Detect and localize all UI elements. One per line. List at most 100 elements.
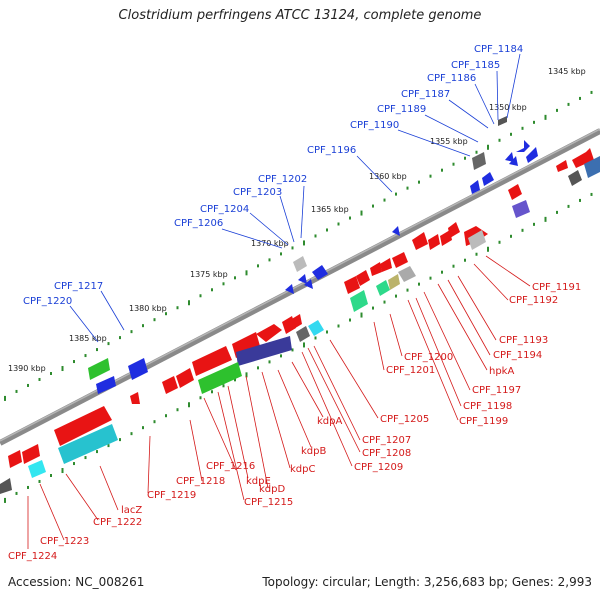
scale-tick	[165, 312, 167, 316]
scale-tick	[27, 485, 29, 489]
gene-feature	[54, 406, 112, 446]
gene-feature	[505, 152, 514, 162]
gene-feature	[198, 362, 242, 394]
gene-feature	[526, 147, 538, 163]
kbp-label: 1360 kbp	[369, 172, 407, 181]
gene-feature	[428, 234, 440, 250]
gene-label: kdpE	[246, 476, 271, 487]
scale-tick	[441, 270, 443, 274]
scale-tick	[533, 120, 535, 124]
gene-feature	[568, 170, 582, 186]
scale-tick	[429, 276, 432, 280]
scale-tick	[303, 240, 305, 246]
gene-label: CPF_1202	[258, 174, 307, 185]
kbp-scale: 1345 kbp 1350 kbp 1355 kbp 1360 kbp 1365…	[8, 67, 586, 373]
scale-tick	[188, 300, 190, 306]
gene-feature	[296, 326, 310, 342]
gene-feature	[256, 324, 282, 342]
scale-tick	[533, 222, 535, 226]
scale-tick	[27, 383, 29, 387]
scale-tick	[590, 192, 593, 196]
scale-tick	[510, 132, 512, 136]
scale-tick	[556, 108, 558, 112]
scale-tick	[50, 372, 52, 375]
scale-tick	[38, 377, 41, 381]
scale-tick	[222, 384, 225, 388]
kbp-label: 1345 kbp	[548, 67, 586, 76]
scale-tick	[257, 366, 259, 370]
scale-tick	[142, 324, 144, 328]
scale-tick	[406, 288, 409, 292]
scale-tick	[38, 479, 41, 483]
kbp-label: 1355 kbp	[430, 137, 468, 146]
scale-tick	[452, 264, 455, 268]
gene-label: CPF_1206	[174, 218, 223, 229]
gene-feature	[472, 152, 486, 170]
map-title: Clostridium perfringens ATCC 13124, comp…	[118, 8, 482, 23]
gene-feature	[0, 478, 12, 494]
scale-tick	[314, 234, 317, 238]
scale-tick	[15, 389, 18, 393]
gene-label: kdpB	[301, 446, 326, 457]
scale-tick	[544, 216, 547, 222]
inner-tick-track	[4, 192, 593, 503]
gene-feature	[162, 376, 178, 394]
scale-tick	[475, 252, 478, 256]
gene-feature	[388, 274, 400, 290]
gene-label: CPF_1190	[350, 120, 399, 131]
kbp-label: 1370 kbp	[251, 239, 289, 248]
gene-feature	[412, 232, 428, 250]
scale-tick	[303, 342, 305, 348]
scale-tick	[234, 378, 236, 382]
scale-tick	[475, 150, 478, 154]
gene-feature	[498, 116, 507, 126]
scale-tick	[15, 491, 18, 495]
gene-label: CPF_1199	[459, 416, 508, 427]
scale-tick	[153, 318, 156, 322]
scale-tick	[326, 228, 328, 232]
scale-tick	[544, 114, 547, 120]
scale-tick	[280, 354, 282, 358]
gene-feature	[293, 256, 307, 272]
gene-feature	[572, 148, 594, 168]
scale-tick	[119, 336, 121, 340]
gene-feature	[28, 460, 46, 478]
gene-feature	[96, 376, 116, 394]
gene-feature	[176, 368, 194, 388]
scale-tick	[429, 174, 432, 178]
scale-tick	[96, 348, 98, 352]
gene-feature	[556, 160, 568, 172]
scale-tick	[567, 204, 570, 208]
scale-tick	[153, 420, 156, 424]
scale-tick	[245, 270, 248, 276]
scale-tick	[211, 288, 213, 292]
gene-label: CPF_1196	[307, 145, 356, 156]
scale-tick	[107, 342, 110, 346]
scale-tick	[61, 468, 64, 474]
scale-tick	[487, 246, 489, 252]
kbp-label: 1390 kbp	[8, 364, 46, 373]
scale-tick	[579, 198, 581, 202]
scale-tick	[73, 462, 75, 466]
gene-feature	[380, 258, 392, 272]
gene-label: CPF_1205	[380, 414, 429, 425]
scale-tick	[314, 336, 317, 340]
gene-label: CPF_1209	[354, 462, 403, 473]
gene-feature	[512, 200, 530, 218]
scale-tick	[268, 360, 271, 364]
gene-feature	[285, 284, 294, 294]
gene-feature	[58, 424, 118, 464]
scale-tick	[464, 258, 466, 262]
scale-tick	[567, 102, 570, 106]
scale-tick	[222, 282, 225, 286]
gene-label: CPF_1223	[40, 536, 89, 547]
gene-feature	[516, 140, 530, 152]
scale-tick	[61, 366, 64, 372]
kbp-label: 1375 kbp	[190, 270, 228, 279]
gene-label: CPF_1217	[54, 281, 103, 292]
scale-tick	[130, 330, 133, 334]
gene-label: CPF_1224	[8, 551, 57, 562]
scale-tick	[349, 216, 351, 220]
gene-feature	[392, 226, 400, 236]
scale-tick	[452, 162, 455, 166]
